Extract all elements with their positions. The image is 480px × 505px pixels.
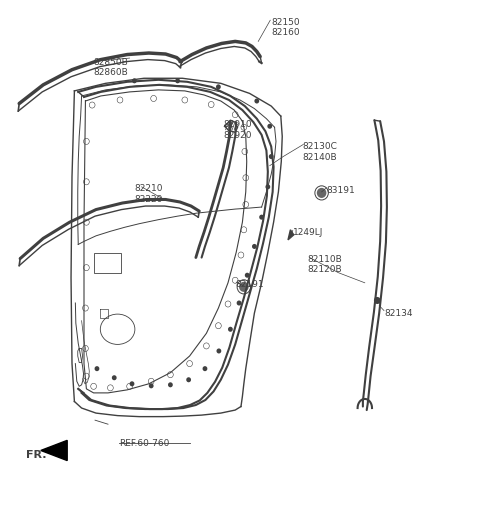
Circle shape <box>254 98 259 104</box>
Circle shape <box>317 188 326 198</box>
Circle shape <box>168 382 173 387</box>
Text: REF.60-760: REF.60-760 <box>119 439 169 448</box>
Circle shape <box>112 375 117 380</box>
Circle shape <box>216 348 221 354</box>
Circle shape <box>374 297 381 304</box>
Text: 82191: 82191 <box>235 280 264 289</box>
Text: 1249LJ: 1249LJ <box>293 228 323 237</box>
Text: 82910
82920: 82910 82920 <box>223 120 252 139</box>
Circle shape <box>239 282 249 292</box>
Circle shape <box>259 215 264 220</box>
Circle shape <box>186 377 191 382</box>
Circle shape <box>149 383 154 388</box>
Text: FR.: FR. <box>26 450 47 461</box>
Circle shape <box>228 327 233 332</box>
Text: 82150
82160: 82150 82160 <box>271 18 300 37</box>
Text: 82134: 82134 <box>384 309 412 318</box>
Text: 82130C
82140B: 82130C 82140B <box>302 142 337 162</box>
Circle shape <box>216 84 221 89</box>
Polygon shape <box>41 440 67 461</box>
Circle shape <box>252 244 257 249</box>
Text: 82850B
82860B: 82850B 82860B <box>94 58 128 77</box>
Circle shape <box>237 300 241 306</box>
Circle shape <box>132 78 137 83</box>
Circle shape <box>130 381 134 386</box>
Circle shape <box>95 366 99 371</box>
Text: 83191: 83191 <box>326 186 355 195</box>
Circle shape <box>203 366 207 371</box>
Circle shape <box>265 184 270 189</box>
Polygon shape <box>288 230 294 240</box>
Circle shape <box>267 124 272 129</box>
Circle shape <box>269 154 274 159</box>
Text: 82110B
82120B: 82110B 82120B <box>307 255 342 274</box>
Text: 82210
82220: 82210 82220 <box>134 184 163 204</box>
Circle shape <box>245 273 250 278</box>
Circle shape <box>175 78 180 83</box>
Bar <box>94 252 121 273</box>
